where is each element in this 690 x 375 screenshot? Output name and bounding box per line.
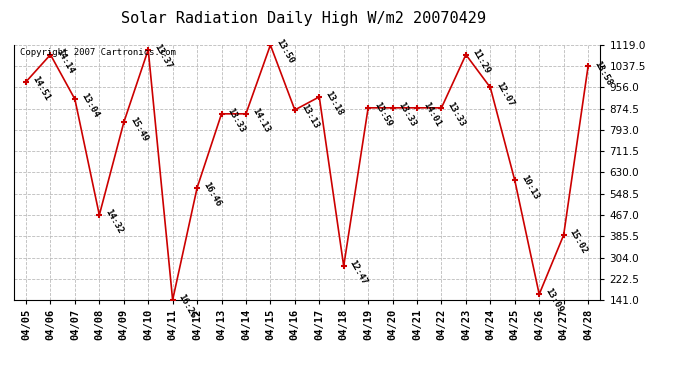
Text: 13:33: 13:33 (226, 106, 247, 134)
Text: Solar Radiation Daily High W/m2 20070429: Solar Radiation Daily High W/m2 20070429 (121, 11, 486, 26)
Text: 13:50: 13:50 (275, 38, 296, 66)
Text: 14:01: 14:01 (421, 100, 442, 128)
Text: 14:13: 14:13 (250, 106, 271, 134)
Text: 13:59: 13:59 (373, 100, 393, 128)
Text: Copyright 2007 Cartronics.com: Copyright 2007 Cartronics.com (19, 48, 175, 57)
Text: 15:49: 15:49 (128, 115, 149, 143)
Text: 12:47: 12:47 (348, 259, 369, 286)
Text: 12:07: 12:07 (495, 80, 515, 108)
Text: 13:33: 13:33 (397, 100, 418, 128)
Text: 14:14: 14:14 (55, 47, 76, 75)
Text: 13:09: 13:09 (543, 287, 564, 315)
Text: 13:58: 13:58 (592, 59, 613, 87)
Text: 16:25: 16:25 (177, 293, 198, 321)
Text: 13:04: 13:04 (79, 92, 100, 120)
Text: 11:29: 11:29 (470, 47, 491, 75)
Text: 13:37: 13:37 (152, 42, 174, 70)
Text: 16:46: 16:46 (201, 181, 222, 209)
Text: 13:13: 13:13 (299, 103, 320, 130)
Text: 14:32: 14:32 (104, 208, 125, 236)
Text: 13:33: 13:33 (446, 100, 467, 128)
Text: 10:13: 10:13 (519, 173, 540, 201)
Text: 13:18: 13:18 (324, 90, 345, 117)
Text: 15:02: 15:02 (568, 228, 589, 256)
Text: 14:51: 14:51 (30, 75, 52, 102)
